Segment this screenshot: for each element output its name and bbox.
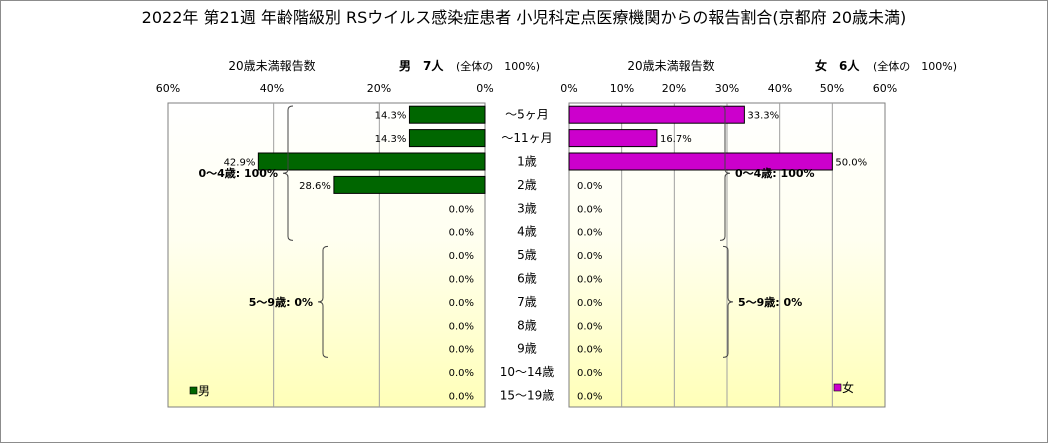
category-label: 15～19歳 [500, 389, 555, 403]
category-label: 7歳 [517, 295, 537, 309]
female-value-label: 33.3% [747, 111, 779, 122]
tick-label: 20% [367, 82, 391, 95]
male-bar [408, 129, 486, 148]
chart-title: 2022年 第21週 年齢階級別 RSウイルス感染症患者 小児科定点医療機関から… [142, 8, 907, 27]
female-value-label: 0.0% [577, 321, 602, 332]
male-value-label: 0.0% [449, 368, 474, 379]
female-group-brace [722, 245, 734, 358]
male-header: 男 7人 [399, 58, 444, 73]
category-label: ～5ヶ月 [505, 108, 549, 122]
female-group-label: 5～9歳: 0% [738, 295, 802, 309]
tick-label: 50% [820, 82, 844, 95]
category-label: 9歳 [517, 342, 537, 356]
male-value-label: 0.0% [449, 298, 474, 309]
tick-label: 0% [476, 82, 493, 95]
category-label: 3歳 [517, 201, 537, 215]
male-group-label: 0～4歳: 100% [198, 166, 278, 180]
tick-label: 0% [560, 82, 577, 95]
male-plot-area [167, 102, 486, 408]
male-group-label: 5～9歳: 0% [249, 295, 313, 309]
male-value-label: 0.0% [449, 321, 474, 332]
female-bar [568, 129, 658, 148]
male-bar [333, 175, 486, 194]
female-header-note: (全体の 100%) [873, 59, 957, 73]
female-value-label: 0.0% [577, 298, 602, 309]
female-value-label: 16.7% [660, 134, 692, 145]
tick-label: 10% [610, 82, 634, 95]
category-label: 5歳 [517, 248, 537, 262]
female-bar [568, 152, 833, 171]
male-value-label: 0.0% [449, 275, 474, 286]
male-bar [257, 152, 486, 171]
tick-label: 20% [662, 82, 686, 95]
male-axis-label: 20歳未満報告数 [228, 58, 315, 73]
female-axis-label: 20歳未満報告数 [627, 58, 714, 73]
female-value-label: 0.0% [577, 251, 602, 262]
male-legend-label: 男 [198, 384, 210, 398]
female-value-label: 0.0% [577, 368, 602, 379]
female-header: 女 6人 [815, 58, 860, 73]
male-group-brace [282, 105, 294, 241]
category-label: 6歳 [517, 272, 537, 286]
category-label: 4歳 [517, 225, 537, 239]
tick-label: 40% [260, 82, 284, 95]
female-value-label: 0.0% [577, 392, 602, 403]
female-bar [568, 105, 745, 124]
male-value-label: 0.0% [449, 251, 474, 262]
female-legend-swatch [833, 383, 842, 392]
female-value-label: 0.0% [577, 204, 602, 215]
female-value-label: 0.0% [577, 181, 602, 192]
tick-label: 40% [768, 82, 792, 95]
tick-label: 30% [715, 82, 739, 95]
male-header-note: (全体の 100%) [456, 59, 540, 73]
male-value-label: 0.0% [449, 392, 474, 403]
female-group-label: 0～4歳: 100% [735, 166, 815, 180]
female-value-label: 0.0% [577, 228, 602, 239]
male-legend-swatch [189, 386, 198, 395]
male-value-label: 14.3% [375, 111, 407, 122]
category-label: 2歳 [517, 178, 537, 192]
male-value-label: 0.0% [449, 228, 474, 239]
category-label: 8歳 [517, 318, 537, 332]
male-value-label: 0.0% [449, 204, 474, 215]
tick-label: 60% [156, 82, 180, 95]
category-label: 1歳 [517, 155, 537, 169]
female-legend-label: 女 [842, 380, 854, 395]
male-value-label: 0.0% [449, 345, 474, 356]
male-value-label: 28.6% [299, 181, 331, 192]
male-value-label: 14.3% [375, 134, 407, 145]
male-group-brace [317, 245, 329, 358]
category-label: ～11ヶ月 [501, 131, 552, 145]
tick-label: 60% [873, 82, 897, 95]
female-value-label: 0.0% [577, 345, 602, 356]
female-value-label: 0.0% [577, 275, 602, 286]
female-group-brace [719, 105, 731, 241]
male-value-label: 42.9% [224, 158, 256, 169]
male-bar [408, 105, 486, 124]
female-value-label: 50.0% [835, 158, 867, 169]
category-label: 10～14歳 [500, 365, 555, 379]
